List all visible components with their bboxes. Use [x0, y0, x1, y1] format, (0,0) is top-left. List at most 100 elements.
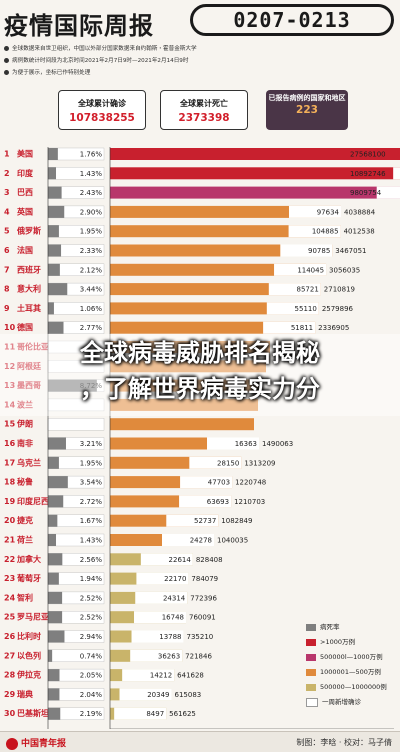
rank-label: 24	[4, 593, 16, 602]
legend-item: 500000l—1000万例	[306, 651, 396, 661]
weekly-new-label: 47703	[208, 479, 230, 487]
weekly-new-label: 104885	[312, 228, 339, 236]
death-rate-label: 1.43%	[80, 170, 103, 178]
death-rate-bar	[48, 437, 66, 450]
countries-card: 已报告病例的国家和地区 223	[266, 90, 348, 130]
death-rate-bar	[48, 476, 68, 489]
death-rate-bar	[48, 205, 65, 218]
rank-label: 9	[4, 304, 10, 313]
weekly-new-label: 16748	[162, 614, 184, 622]
note-text: 全球数据来自世卫组织，中国以外部分国家数据来自约翰斯・霍普金斯大学	[12, 46, 197, 52]
total-cases-label: 4012538	[344, 228, 375, 236]
death-rate-label: 2.56%	[80, 556, 103, 564]
death-rate-label: 2.12%	[80, 266, 103, 274]
death-rate-label: 1.94%	[80, 575, 103, 583]
death-rate-label: 2.90%	[80, 208, 103, 216]
weekly-new-label: 8497	[146, 710, 164, 718]
weekly-new-label: 16363	[235, 440, 257, 448]
weekly-new-bar	[179, 495, 232, 508]
total-cases-label: 2336905	[318, 324, 349, 332]
legend-swatch	[306, 653, 316, 661]
country-label: 以色列	[17, 650, 41, 660]
country-label: 伊朗	[16, 419, 33, 429]
death-rate-label: 2.33%	[80, 247, 103, 255]
legend-item: 一周新增确诊	[306, 696, 396, 707]
country-label: 德国	[17, 322, 33, 332]
weekly-new-label: 28150	[217, 459, 239, 467]
page-title: 疫情国际周报	[4, 12, 154, 40]
rank-label: 18	[4, 478, 16, 487]
death-rate-label: 3.44%	[80, 286, 103, 294]
overlay-line-1: 全球病毒威胁排名揭秘	[80, 339, 320, 367]
total-deaths-label: 全球累计死亡	[180, 99, 228, 108]
legend-label: 500000—1000000例	[320, 683, 387, 691]
rank-label: 16	[4, 439, 16, 448]
legend-swatch	[306, 668, 316, 676]
death-rate-label: 1.95%	[80, 228, 103, 236]
footer: 中国青年报 制图：李晗 · 校对：马子倩	[0, 731, 400, 752]
death-rate-label: 3.54%	[80, 479, 103, 487]
weekly-new-bar	[263, 321, 316, 334]
legend-label: 一周新增确诊	[322, 698, 361, 706]
country-label: 瑞典	[17, 689, 33, 699]
death-rate-bar	[48, 688, 60, 701]
country-label: 巴基斯坦	[17, 708, 49, 718]
country-label: 荷兰	[16, 535, 33, 545]
weekly-new-label: 22170	[164, 575, 186, 583]
death-rate-bar	[48, 591, 63, 604]
rank-label: 29	[4, 690, 16, 699]
legend-item: >1000万例	[306, 636, 396, 646]
total-cases-label: 1210703	[234, 498, 265, 506]
death-rate-bar	[48, 707, 61, 720]
weekly-new-bar	[288, 225, 341, 238]
bullet-icon	[4, 70, 9, 75]
death-rate-label: 0.74%	[80, 652, 103, 660]
death-rate-bar	[48, 630, 65, 643]
death-rate-label: 3.21%	[80, 440, 103, 448]
death-rate-bar	[48, 669, 60, 682]
total-cases-label: 4038884	[344, 208, 376, 216]
country-label: 智利	[17, 592, 33, 602]
death-rate-label: 2.52%	[80, 594, 103, 602]
total-cases-bar	[110, 205, 341, 218]
death-rate-bar	[48, 379, 97, 392]
rank-label: 22	[4, 555, 15, 564]
overlay-band	[0, 334, 400, 416]
country-label: 法国	[17, 245, 33, 255]
total-cases-bar	[110, 148, 400, 160]
death-rate-bar	[48, 553, 63, 566]
death-rate-bar	[48, 534, 57, 546]
weekly-new-label: 90785	[308, 247, 330, 255]
rank-label: 1	[4, 150, 10, 159]
total-cases-bar	[110, 379, 262, 392]
total-cases-label: 10892746	[350, 170, 386, 178]
total-cases-label: 784079	[191, 575, 218, 583]
total-cases-card: 全球累计确诊 107838255	[58, 90, 146, 130]
weekly-new-label: 114045	[297, 266, 324, 274]
death-rate-label: 1.06%	[80, 305, 103, 313]
total-cases-bar	[110, 225, 341, 238]
death-rate-bar	[48, 186, 62, 199]
death-rate-label: 2.43%	[80, 189, 103, 197]
total-cases-label: 9809754	[350, 189, 382, 197]
overlay-caption: 全球病毒威胁排名揭秘 ，了解世界病毒实力分	[0, 335, 400, 407]
total-cases-label: 27568100	[350, 151, 386, 159]
country-label: 墨西哥	[17, 380, 41, 390]
weekly-new-label: 14212	[150, 672, 172, 680]
total-cases-bar	[110, 186, 400, 199]
rank-label: 14	[4, 400, 16, 409]
country-label: 秘鲁	[17, 477, 33, 487]
death-rate-bar	[48, 283, 68, 296]
weekly-new-bar	[280, 244, 333, 257]
rank-label: 6	[4, 246, 10, 255]
weekly-new-bar	[266, 302, 319, 315]
legend-label: >1000万例	[320, 638, 355, 646]
total-cases-bar	[110, 418, 254, 431]
death-rate-label: 2.19%	[80, 710, 103, 718]
total-cases-label: 615083	[175, 691, 202, 699]
weekly-new-bar	[288, 205, 341, 218]
weekly-new-label: 36263	[158, 652, 180, 660]
country-label: 英国	[16, 206, 33, 216]
weekly-new-label: 85721	[297, 286, 319, 294]
